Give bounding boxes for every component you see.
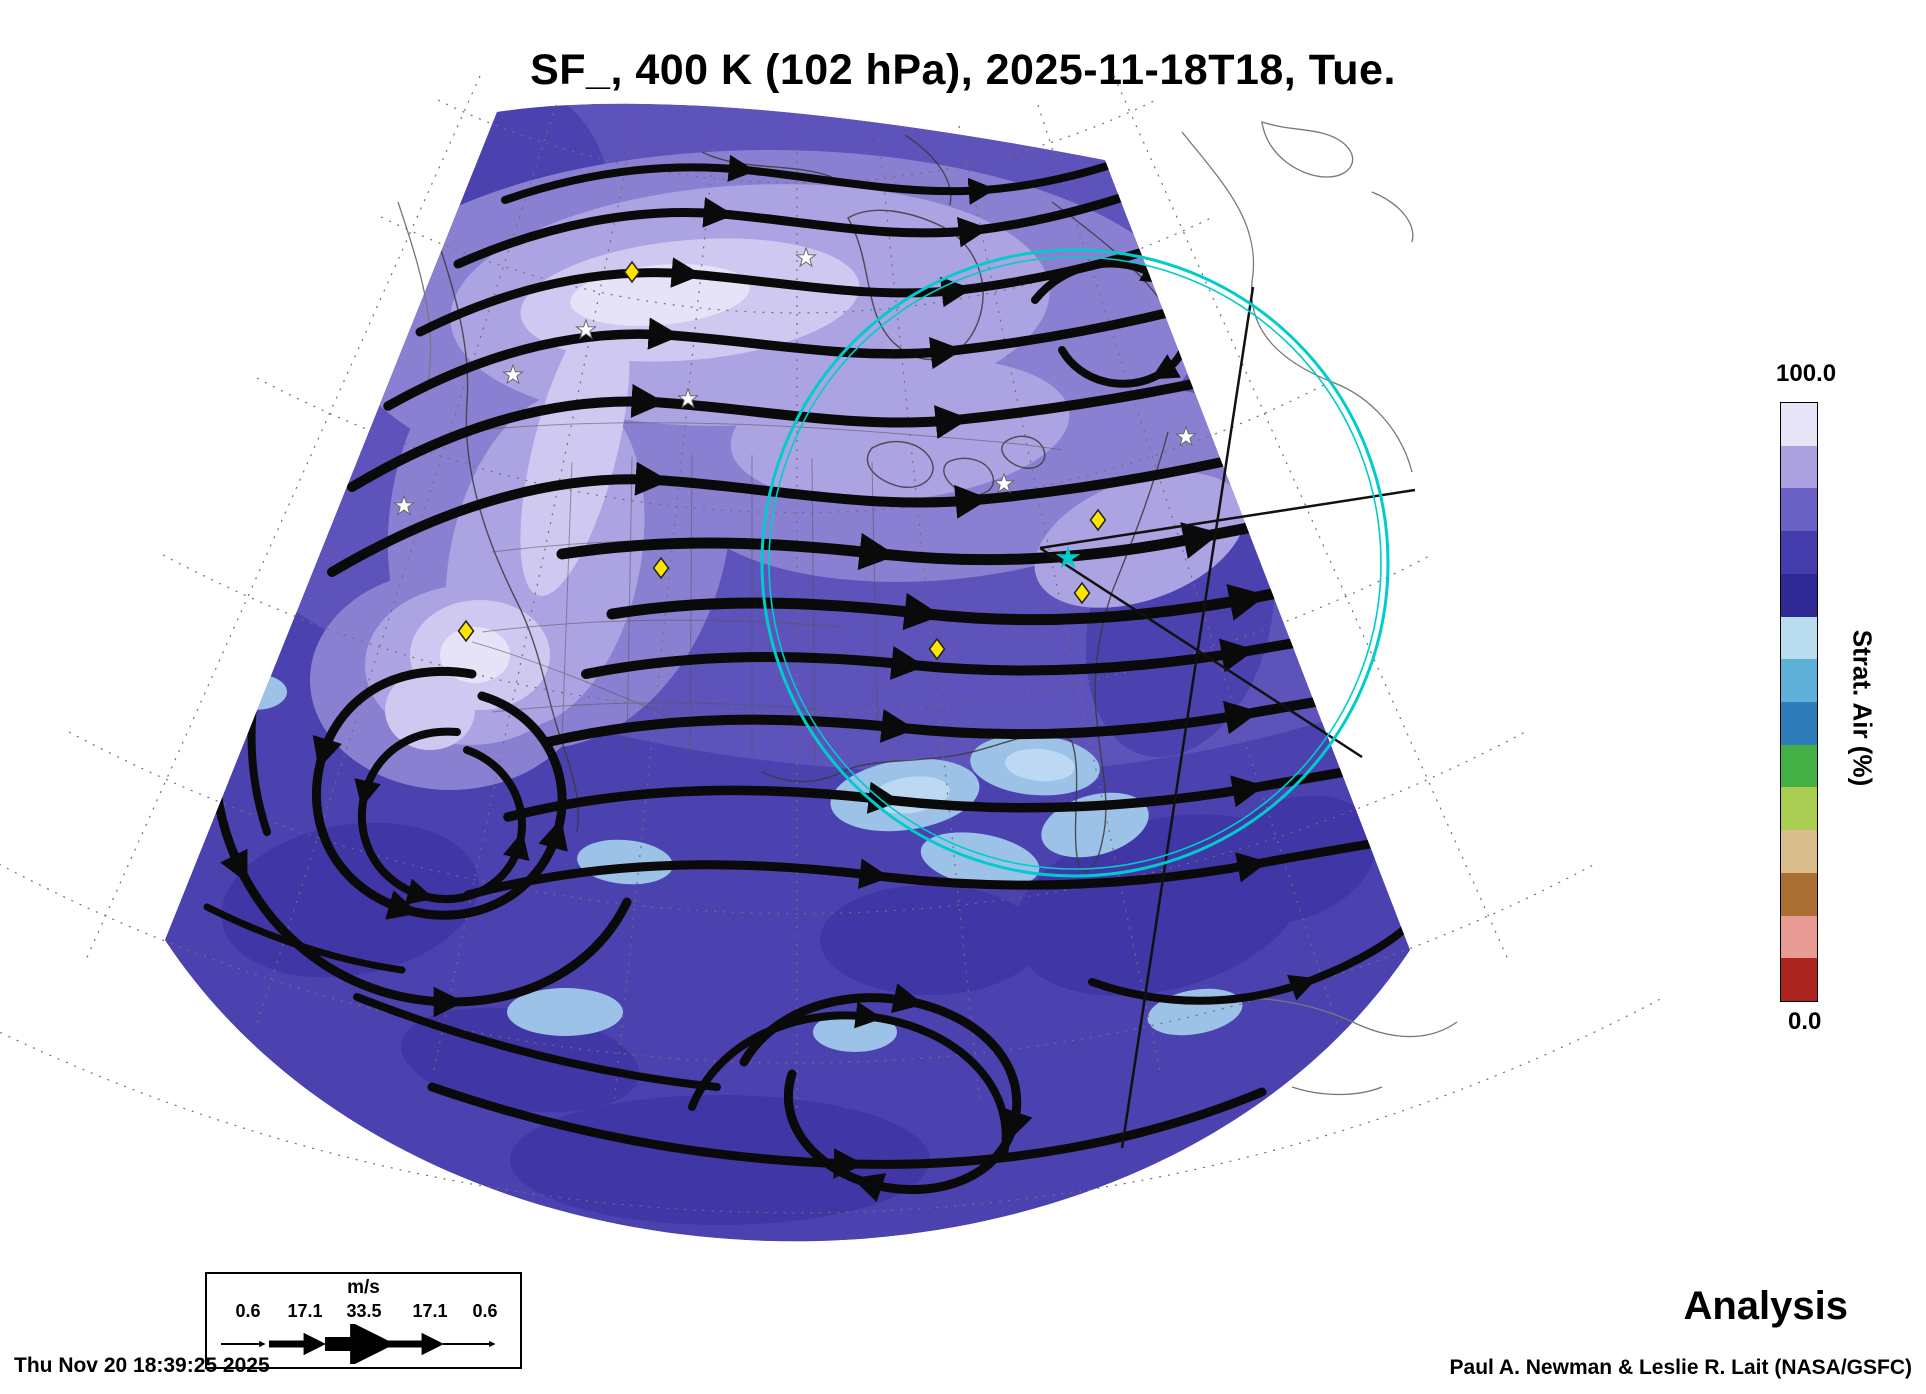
- station-star-marker: [1175, 425, 1197, 447]
- colorbar-segment: [1781, 445, 1817, 489]
- station-star-marker: [795, 246, 817, 268]
- waypoint-diamond-marker: [928, 637, 946, 661]
- colorbar-segment: [1781, 702, 1817, 745]
- credit-line: Paul A. Newman & Leslie R. Lait (NASA/GS…: [1449, 1356, 1912, 1379]
- page-title: SF_, 400 K (102 hPa), 2025-11-18T18, Tue…: [530, 46, 1396, 94]
- waypoint-diamond-marker: [652, 556, 670, 580]
- colorbar-segment: [1781, 616, 1817, 660]
- wind-legend-arrows: [221, 1324, 496, 1364]
- station-star-marker: [993, 472, 1015, 494]
- wind-legend-tick: 17.1: [412, 1301, 448, 1321]
- colorbar-min-label: 0.0: [1788, 1008, 1822, 1035]
- waypoint-diamond-marker: [1073, 581, 1091, 605]
- colorbar-axis-label: Strat. Air (%): [1847, 629, 1878, 787]
- colorbar-segment: [1781, 659, 1817, 703]
- station-star-marker: [575, 318, 597, 340]
- section-lines-layer: [1039, 286, 1416, 1149]
- wind-legend-tick: 0.6: [472, 1301, 498, 1321]
- range-circle: [760, 248, 1390, 878]
- colorbar-segment: [1781, 403, 1817, 446]
- center-star-marker: [1055, 545, 1081, 569]
- range-circle: [768, 256, 1382, 870]
- colorbar-segment: [1781, 915, 1817, 959]
- colorbar-segment: [1781, 872, 1817, 916]
- wind-legend-tick: 33.5: [346, 1301, 382, 1321]
- waypoint-diamond-marker: [623, 260, 641, 284]
- colorbar-segment: [1781, 787, 1817, 831]
- waypoint-diamond-marker: [457, 619, 475, 643]
- analysis-label: Analysis: [1683, 1284, 1848, 1328]
- colorbar-gradient: [1780, 402, 1818, 1002]
- markers-layer: [393, 246, 1390, 878]
- creation-timestamp: Thu Nov 20 18:39:25 2025: [14, 1354, 270, 1377]
- streamlines-layer: [203, 148, 1410, 1203]
- colorbar-segment: [1781, 573, 1817, 617]
- graticule-layer: [0, 75, 1667, 1214]
- colorbar-segment: [1781, 488, 1817, 532]
- colorbar-segment: [1781, 830, 1817, 873]
- wind-legend-units-label: m/s: [347, 1277, 380, 1298]
- wind-legend-tick: 17.1: [287, 1301, 323, 1321]
- waypoint-diamond-marker: [1089, 508, 1107, 532]
- station-star-marker: [502, 363, 524, 385]
- colorbar-segment: [1781, 531, 1817, 574]
- colorbar-segment: [1781, 958, 1817, 1002]
- wind-legend-tick: 0.6: [235, 1301, 261, 1321]
- wind-speed-legend: m/s 0.6 17.1 33.5 17.1 0.6: [205, 1272, 522, 1369]
- colorbar-segment: [1781, 744, 1817, 788]
- station-star-marker: [677, 387, 699, 409]
- colorbar-max-label: 100.0: [1776, 360, 1837, 387]
- station-star-marker: [393, 494, 415, 516]
